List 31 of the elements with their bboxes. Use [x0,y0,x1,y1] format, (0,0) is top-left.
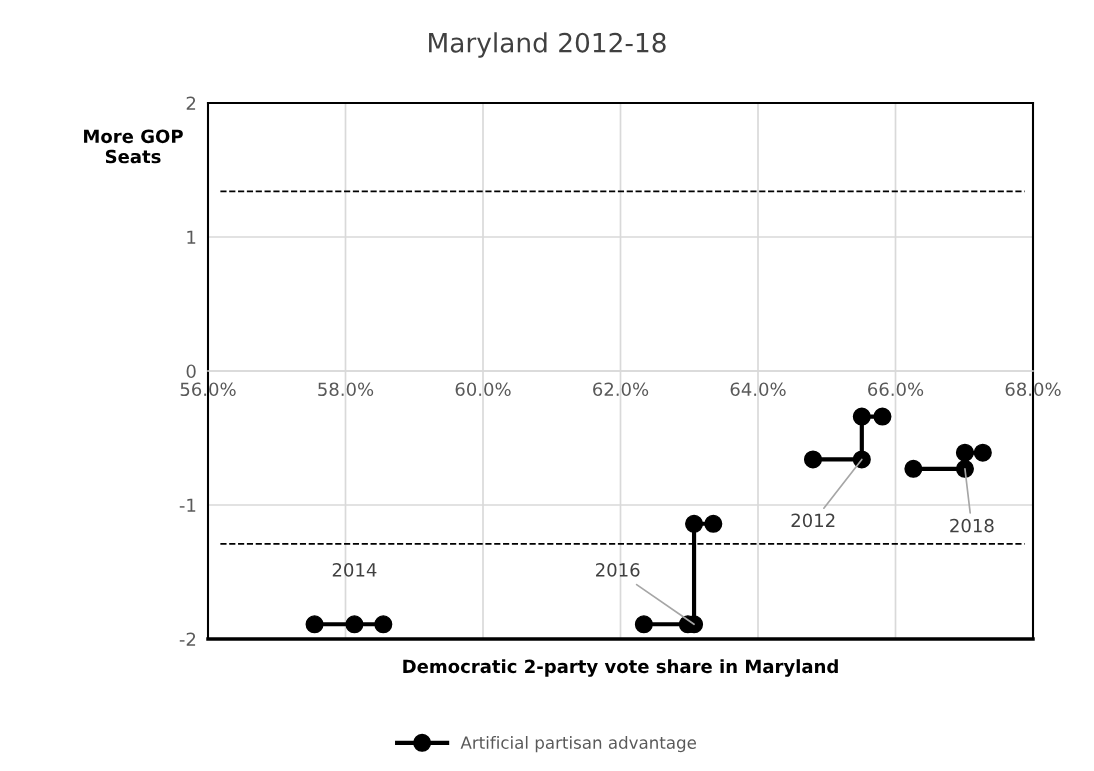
x-tick-label: 66.0% [868,382,924,397]
x-tick-label: 60.0% [455,382,511,397]
y-tick-label: 1 [187,230,196,244]
annotation: 2016 [596,563,640,577]
point [873,407,892,426]
x-tick-label: 62.0% [593,382,649,397]
y-tick-label: -2 [179,632,196,646]
x-axis-title: Democratic 2-party vote share in Maryland [403,659,838,677]
point [305,615,324,634]
point [685,514,704,533]
point [634,615,653,634]
point [374,615,393,634]
y-tick-label: 0 [186,364,196,379]
x-tick-label: 58.0% [318,382,374,397]
chart-title: Maryland 2012-18 [429,32,666,58]
point [803,450,823,469]
point [955,443,974,462]
point [973,443,992,462]
y-tick-label: 2 [186,96,196,110]
annotation: 2018 [950,518,994,533]
annotation: 2012 [791,513,835,528]
x-tick-label: 64.0% [730,382,786,397]
point [904,459,923,478]
y-tick-label: -1 [179,498,196,512]
point [345,615,364,634]
legend-label: Artificial partisan advantage [460,736,696,753]
point [852,450,871,469]
y-axis-title: More GOP Seats [84,129,183,164]
point [852,407,871,426]
annotation: 2014 [332,563,377,577]
point [704,514,723,533]
